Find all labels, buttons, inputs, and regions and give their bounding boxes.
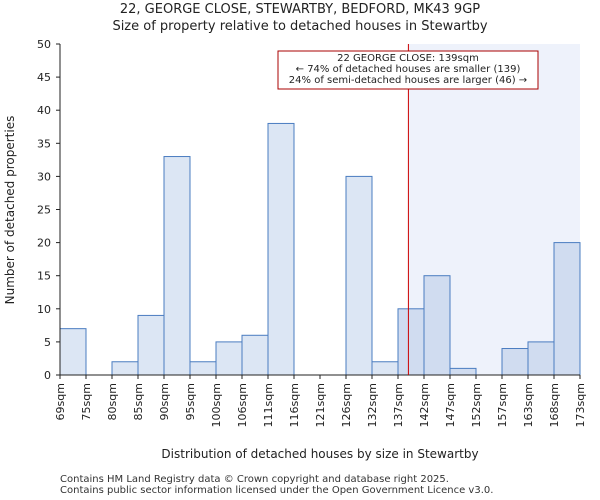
annotation-line-2: ← 74% of detached houses are smaller (13… — [296, 64, 521, 75]
annotation-line-3: 24% of semi-detached houses are larger (… — [289, 75, 527, 86]
bar-106sqm — [241, 334, 269, 376]
y-axis-label: Number of detached properties — [3, 116, 17, 305]
x-tick-label-121sqm: 121sqm — [314, 383, 327, 427]
annotation-line-1: 22 GEORGE CLOSE: 139sqm — [337, 53, 479, 64]
x-tick-label-157sqm: 157sqm — [496, 383, 509, 427]
y-tick-label-0: 0 — [44, 369, 51, 382]
bar-111sqm — [267, 122, 295, 376]
y-tick-label-10: 10 — [37, 303, 51, 316]
x-tick-label-132sqm: 132sqm — [366, 383, 379, 427]
bar-147sqm — [449, 367, 477, 376]
bar-142sqm — [423, 275, 451, 376]
bar-157sqm — [501, 348, 529, 376]
bar-69sqm — [59, 328, 87, 376]
x-tick-label-95sqm: 95sqm — [184, 383, 197, 420]
bar-168sqm — [553, 242, 581, 376]
x-tick-label-137sqm: 137sqm — [392, 383, 405, 427]
chart-title: 22, GEORGE CLOSE, STEWARTBY, BEDFORD, MK… — [119, 2, 481, 17]
bar-132sqm — [371, 361, 399, 376]
bar-95sqm — [189, 361, 217, 376]
y-tick-label-40: 40 — [37, 104, 51, 117]
bar-100sqm — [215, 341, 243, 376]
x-tick-label-69sqm: 69sqm — [54, 383, 67, 420]
x-tick-label-173sqm: 173sqm — [574, 383, 587, 427]
x-tick-label-116sqm: 116sqm — [288, 383, 301, 427]
x-tick-label-147sqm: 147sqm — [444, 383, 457, 427]
x-axis-label: Distribution of detached houses by size … — [161, 447, 478, 461]
bar-163sqm — [527, 341, 555, 376]
x-tick-label-85sqm: 85sqm — [132, 383, 145, 420]
y-tick-label-5: 5 — [44, 336, 51, 349]
x-tick-label-80sqm: 80sqm — [106, 383, 119, 420]
y-tick-label-45: 45 — [37, 71, 51, 84]
y-tick-label-25: 25 — [37, 204, 51, 217]
x-tick-label-90sqm: 90sqm — [158, 383, 171, 420]
bar-85sqm — [137, 314, 165, 376]
x-tick-label-126sqm: 126sqm — [340, 383, 353, 427]
y-tick-label-20: 20 — [37, 237, 51, 250]
x-tick-label-142sqm: 142sqm — [418, 383, 431, 427]
y-tick-label-15: 15 — [37, 270, 51, 283]
annotation-box — [277, 50, 539, 90]
bar-137sqm — [397, 308, 425, 376]
x-tick-label-75sqm: 75sqm — [80, 383, 93, 420]
y-tick-label-35: 35 — [37, 137, 51, 150]
y-tick-label-30: 30 — [37, 170, 51, 183]
bar-90sqm — [163, 156, 191, 376]
x-tick-label-168sqm: 168sqm — [548, 383, 561, 427]
chart-subtitle: Size of property relative to detached ho… — [112, 19, 488, 34]
footer-line-1: Contains HM Land Registry data © Crown c… — [60, 474, 449, 485]
bar-80sqm — [111, 361, 139, 376]
x-tick-label-100sqm: 100sqm — [210, 383, 223, 427]
x-tick-label-111sqm: 111sqm — [262, 383, 275, 427]
y-tick-label-50: 50 — [37, 38, 51, 51]
x-tick-label-152sqm: 152sqm — [470, 383, 483, 427]
x-tick-label-106sqm: 106sqm — [236, 383, 249, 427]
x-tick-label-163sqm: 163sqm — [522, 383, 535, 427]
bar-126sqm — [345, 175, 373, 376]
footer-line-2: Contains public sector information licen… — [60, 485, 494, 496]
